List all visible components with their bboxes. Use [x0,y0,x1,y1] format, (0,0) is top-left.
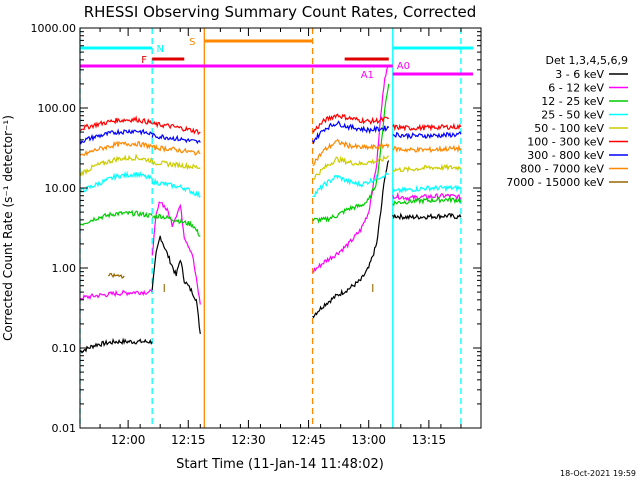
series-line [312,160,390,319]
legend-entry-label: 6 - 12 keV [548,82,604,95]
series-line [392,184,462,194]
y-tick-label: 0.01 [52,422,77,435]
x-tick-label: 13:15 [412,433,447,447]
attenuator-label: A1 [361,70,374,81]
series-line [392,122,462,132]
series-line [312,120,390,145]
series-line [312,113,390,133]
series-line [312,171,389,198]
y-tick-label: 0.10 [52,342,77,355]
event-marker: I [163,282,166,295]
generated-timestamp: 18-Oct-2021 19:59 [560,469,636,478]
series-line [151,177,201,199]
y-tick-label: 10.00 [45,182,77,195]
legend-entry-label: 7000 - 15000 keV [506,176,604,189]
series-line [312,83,390,224]
series-line [151,132,201,145]
x-tick-label: 12:45 [291,433,326,447]
series-line [392,130,462,141]
legend-entry-label: 300 - 800 keV [527,149,604,162]
series-line [79,128,153,145]
series-line [79,289,153,301]
legend-entry-label: 800 - 7000 keV [520,163,604,176]
x-tick-label: 13:00 [351,433,386,447]
x-tick-label: 12:30 [231,433,266,447]
event-marker: I [371,282,374,295]
flag-bar-label: N [156,44,163,55]
legend-entry-label: 50 - 100 keV [534,122,604,135]
legend-entry-label: 25 - 50 keV [541,109,604,122]
x-axis-label: Start Time (11-Jan-14 11:48:02) [176,457,384,472]
series-line [151,143,201,156]
legend-entry-label: 100 - 300 keV [527,136,604,149]
series-line [312,138,390,167]
flag-bar-label: F [141,55,147,66]
series-line [79,337,153,354]
series-line [392,212,462,221]
series-line [79,209,153,226]
series-line [151,213,201,237]
series-line [312,154,389,180]
chart-title: RHESSI Observing Summary Count Rates, Co… [84,3,477,21]
plot-frame [79,27,482,429]
y-tick-label: 100.00 [38,102,77,115]
series-line [151,201,201,305]
series-line [151,235,201,334]
x-tick-label: 12:15 [171,433,206,447]
series-line [108,272,125,279]
series-line [392,144,462,154]
y-tick-label: 1000.00 [31,22,77,35]
y-tick-label: 1.00 [52,262,77,275]
series-line [392,163,462,174]
y-axis-label: Corrected Count Rate (s⁻¹ detector⁻¹) [1,115,15,341]
legend-title: Det 1,3,4,5,6,9 [545,54,628,67]
x-axis: 12:00 12:15 12:30 12:45 13:00 13:15 [79,28,482,447]
series-line [312,65,390,273]
legend-entry-label: 3 - 6 keV [555,68,604,81]
flag-bar-label: S [189,37,195,48]
y-axis: 1000.00 100.00 10.00 1.00 0.10 0.01 [31,22,481,435]
plot-area: N S F A1 A0 I I [79,28,473,428]
series-line [79,153,153,177]
series-line [151,159,201,171]
series-line [79,170,153,193]
x-tick-label: 12:00 [111,433,146,447]
series-line [79,140,153,157]
attenuator-label: A0 [397,61,410,72]
legend-entry-label: 12 - 25 keV [541,95,604,108]
series-line [79,115,153,131]
series-line [392,196,462,207]
series-line [152,120,201,136]
